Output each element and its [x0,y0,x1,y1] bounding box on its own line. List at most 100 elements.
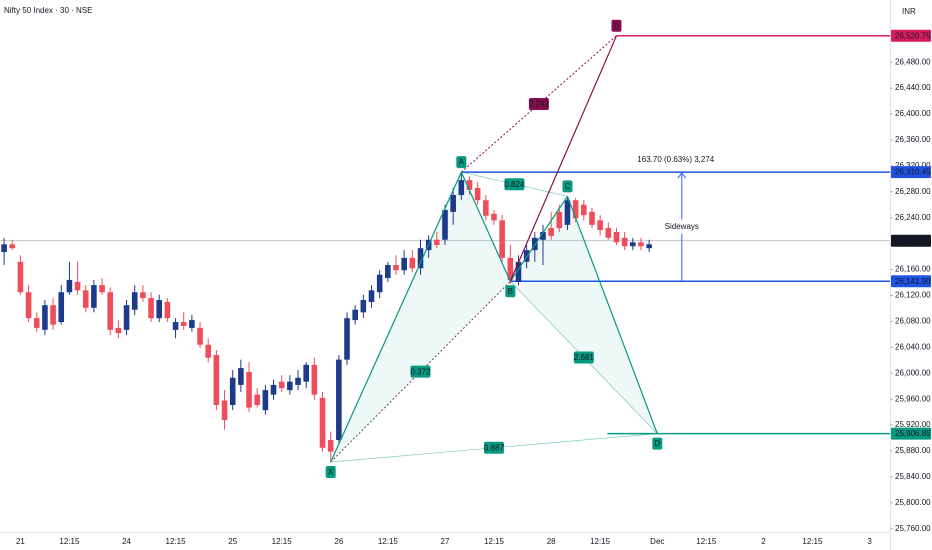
y-tick-label: 26,160.00 [895,265,931,274]
measure-label: 163.70 (0.63%) 3,274 [637,155,714,164]
candle-body [254,394,261,405]
ratio-box [504,178,525,191]
candle-body [99,285,105,293]
candle-body [115,327,122,334]
ratio-label: 2.242 [529,100,550,109]
y-tick-label: 26,440.00 [895,83,931,92]
pattern-line [460,171,511,282]
candle-body [458,180,465,196]
candle-body [287,381,293,391]
candle-body [336,359,342,440]
candle-body [107,292,114,330]
candle-body [303,364,309,382]
candle-body [74,281,81,291]
candle-body [368,290,375,302]
candle-body [483,200,489,216]
candle-body [605,228,612,238]
candle-body [17,261,24,293]
candle-body [352,309,358,321]
candle-body [197,327,203,345]
candle-body [327,439,334,452]
x-tick-label: 12:15 [802,537,823,546]
candle-body [123,305,130,330]
candle-body [556,211,563,229]
measure-text-bg [661,219,702,234]
price-label-box [891,275,931,288]
x-tick-label: 12:15 [590,537,611,546]
candle-body [205,344,212,358]
y-tick-label: 26,040.00 [895,342,931,351]
candle-body [278,381,285,389]
y-tick-label: 25,960.00 [895,394,931,403]
pattern-line [509,35,618,282]
candle-body [42,305,48,330]
y-tick-label: 26,080.00 [895,317,931,326]
ratio-label: 2.681 [574,353,595,362]
candle-body [319,397,326,448]
price-label-box [891,234,931,247]
price-label: 26,520.75 [895,31,931,40]
candle-body [189,320,195,328]
price-label-box [891,427,931,440]
y-tick-label: 26,120.00 [895,291,931,300]
y-tick-label: 26,240.00 [895,213,931,222]
y-tick-label: 26,400.00 [895,109,931,118]
candle-body [148,298,154,319]
candle-body [581,204,587,216]
candle-body [466,180,473,190]
y-tick-label: 26,000.00 [895,368,931,377]
y-tick-label: 26,480.00 [895,57,931,66]
candle-body [229,377,236,405]
point-box [456,156,467,169]
candle-body [25,292,32,319]
measure-arrowhead [677,172,687,179]
pattern-line [509,196,568,282]
point-box [562,180,573,193]
candle-body [33,318,40,328]
price-label: 26,310.45 [895,168,931,177]
candle-body [238,368,244,385]
x-tick-label: 12:15 [272,537,293,546]
price-label: 26,204.55 [895,236,931,245]
candle-body [385,265,391,278]
x-tick-label: 2 [761,537,766,546]
candle-body [491,213,497,221]
candle-body [646,244,652,249]
x-tick-label: 24 [122,537,131,546]
candle-body [409,257,416,269]
candle-body [638,242,644,247]
y-tick-label: 25,760.00 [895,524,931,533]
candle-body [50,305,56,325]
point-box [611,19,622,32]
candle-body [180,322,187,326]
candle-body [1,244,7,253]
candle-body [172,322,179,330]
candle-body [221,400,228,420]
x-tick-label: Dec [650,537,664,546]
candle-body [156,300,163,319]
candle-body [499,220,505,258]
candle-body [82,290,89,308]
candle-body [540,231,546,240]
point-box [505,285,516,298]
ratio-box [410,365,431,378]
candle-body [360,300,367,313]
y-tick-label: 26,280.00 [895,187,931,196]
ratio-box [528,97,549,110]
pattern-line [566,196,658,434]
candle-body [613,231,620,243]
candle-body [9,244,16,249]
x-tick-label: 27 [441,537,450,546]
ratio-label: 0.372 [410,367,431,376]
currency: INR [902,7,916,16]
x-tick-label: 3 [867,537,872,546]
candle-body [450,195,456,212]
candle-body [564,200,571,225]
candle-body [213,355,220,405]
y-tick-label: 25,840.00 [895,472,931,481]
point-label: C [565,182,571,191]
candle-body [311,364,318,395]
price-label-box [891,29,931,42]
